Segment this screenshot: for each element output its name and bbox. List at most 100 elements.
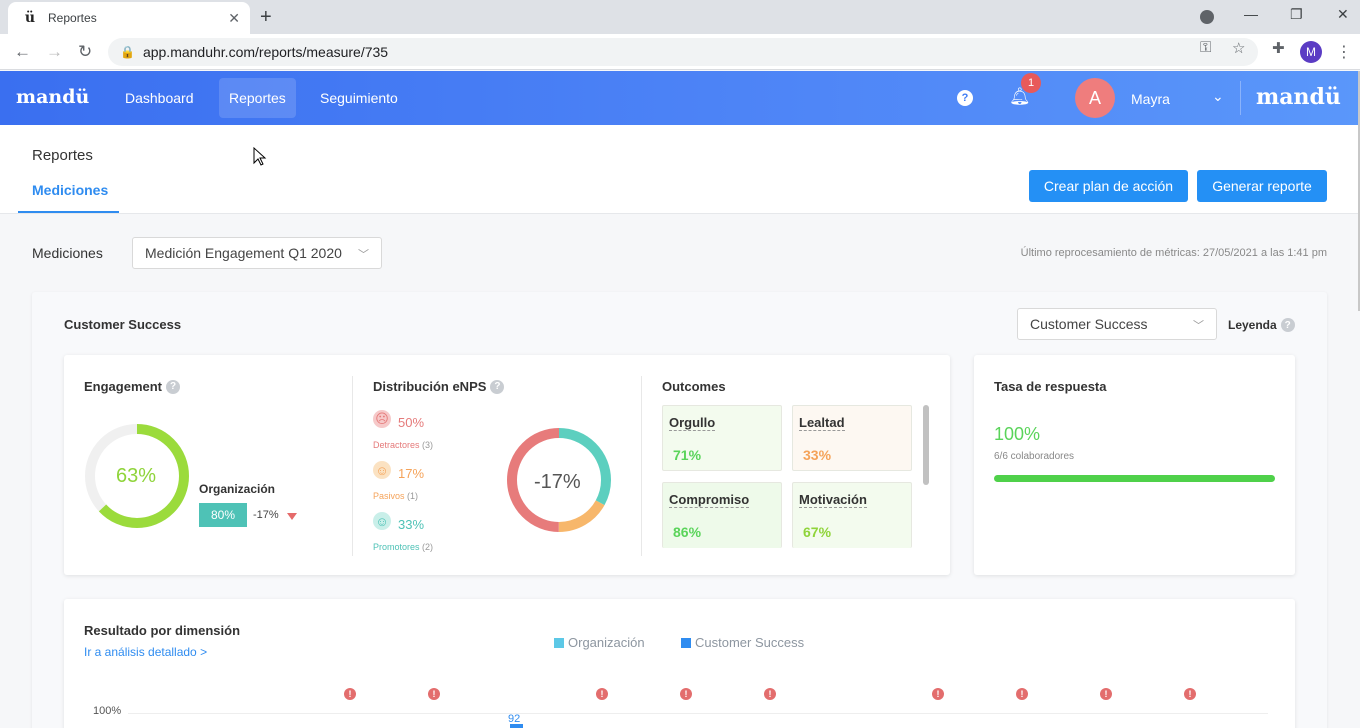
promoters-pct: 33% xyxy=(398,517,425,532)
legend-organizacion[interactable]: Organización xyxy=(554,635,645,650)
menu-icon[interactable]: ⋮ xyxy=(1336,44,1352,61)
gridline xyxy=(128,713,1268,714)
help-icon[interactable]: ? xyxy=(957,90,973,106)
nav-seguimiento[interactable]: Seguimiento xyxy=(320,90,398,106)
warning-icon[interactable]: ! xyxy=(1016,688,1028,700)
legend-swatch xyxy=(554,637,564,648)
browser-tab[interactable]: ü Reportes ✕ xyxy=(8,2,250,34)
outcome-name: Compromiso xyxy=(669,492,750,508)
legend-swatch xyxy=(681,637,691,648)
warning-icon[interactable]: ! xyxy=(1100,688,1112,700)
enps-donut xyxy=(507,428,611,532)
outcome-name: Motivación xyxy=(799,492,867,508)
passives-label: Pasivos (1) xyxy=(373,491,419,501)
team-select[interactable]: Customer Success ﹀ xyxy=(1017,308,1217,340)
response-rate-card xyxy=(974,355,1295,575)
legend-label: Customer Success xyxy=(695,635,805,650)
detractors-pct: 50% xyxy=(398,415,425,430)
logo[interactable]: mandü xyxy=(16,86,90,108)
neutral-face-icon: ☺ xyxy=(373,461,391,479)
outcomes-scrollbar[interactable] xyxy=(923,405,929,485)
outcome-lealtad[interactable]: Lealtad 33% xyxy=(792,405,912,471)
chrome-account-icon[interactable] xyxy=(1200,10,1214,24)
engagement-title: Engagement ? xyxy=(84,379,181,394)
passives-pct: 17% xyxy=(398,466,425,481)
org-label: Organización xyxy=(199,482,276,496)
help-icon[interactable]: ? xyxy=(166,379,181,394)
measure-select[interactable]: Medición Engagement Q1 2020 ﹀ xyxy=(132,237,382,269)
lock-icon: 🔒 xyxy=(120,45,135,59)
outcomes-title: Outcomes xyxy=(662,379,726,394)
engagement-arc xyxy=(85,424,189,528)
page-scrollbar[interactable] xyxy=(1358,71,1360,311)
team-title: Customer Success xyxy=(64,317,182,332)
forward-icon[interactable]: → xyxy=(46,42,63,61)
enps-center-value: -17% xyxy=(534,471,581,493)
warning-icon[interactable]: ! xyxy=(680,688,692,700)
promoters-label: Promotores (2) xyxy=(373,542,434,552)
warning-icon[interactable]: ! xyxy=(428,688,440,700)
help-icon[interactable]: ? xyxy=(490,379,505,394)
happy-face-icon: ☺ xyxy=(373,512,391,530)
engagement-value: 63% xyxy=(116,465,157,487)
extensions-icon[interactable]: ✚ xyxy=(1272,40,1285,57)
warning-icon[interactable]: ! xyxy=(1184,688,1196,700)
response-rate-sub: 6/6 colaboradores xyxy=(994,451,1075,462)
chevron-down-icon: ﹀ xyxy=(358,249,369,261)
warning-icon[interactable]: ! xyxy=(932,688,944,700)
bar-value-label: 92 xyxy=(508,713,521,725)
reload-icon[interactable]: ↻ xyxy=(78,42,93,61)
page-header: Reportes Mediciones Crear plan de acción… xyxy=(0,125,1358,214)
enps-title: Distribución eNPS ? xyxy=(373,379,505,394)
response-rate-title: Tasa de respuesta xyxy=(994,379,1107,394)
restore-icon[interactable]: ❐ xyxy=(1290,6,1303,22)
enps-title-text: Distribución eNPS xyxy=(373,379,487,394)
brand-logo: mandü xyxy=(1256,84,1341,110)
favicon-icon: ü xyxy=(24,10,36,26)
org-delta: -17% xyxy=(253,509,279,521)
bar[interactable] xyxy=(510,724,523,728)
legend-label: Leyenda xyxy=(1228,318,1277,332)
enps-segment-passives xyxy=(507,428,611,532)
app-header: mandü Dashboard Reportes Seguimiento ? 🔔… xyxy=(0,71,1360,125)
response-rate-progress xyxy=(994,475,1275,482)
mouse-cursor-icon xyxy=(253,147,267,166)
legend-customer-success[interactable]: Customer Success xyxy=(681,635,804,650)
legend-toggle[interactable]: Leyenda ? xyxy=(1228,318,1295,332)
generate-report-button[interactable]: Generar reporte xyxy=(1197,170,1327,202)
response-rate-value: 100% xyxy=(994,424,1041,444)
address-bar[interactable]: 🔒 app.manduhr.com/reports/measure/735 xyxy=(108,38,1258,66)
divider xyxy=(1240,81,1241,115)
org-value-badge: 80% xyxy=(199,503,247,527)
close-icon[interactable]: ✕ xyxy=(228,9,240,26)
tab-mediciones[interactable]: Mediciones xyxy=(32,182,109,198)
notification-badge: 1 xyxy=(1021,73,1041,93)
key-icon[interactable]: ⚿ xyxy=(1200,39,1212,56)
avatar[interactable]: A xyxy=(1075,78,1115,118)
warning-icon[interactable]: ! xyxy=(764,688,776,700)
help-icon[interactable]: ? xyxy=(1280,318,1295,332)
new-tab-icon[interactable]: + xyxy=(260,6,272,28)
create-action-plan-button[interactable]: Crear plan de acción xyxy=(1029,170,1188,202)
profile-avatar[interactable]: M xyxy=(1300,41,1322,63)
tab-title: Reportes xyxy=(48,11,97,25)
detractors-label: Detractores (3) xyxy=(373,440,434,450)
back-icon[interactable]: ← xyxy=(14,42,31,61)
chevron-down-icon[interactable]: ⌄ xyxy=(1212,88,1224,104)
outcome-name: Orgullo xyxy=(669,415,716,431)
user-name[interactable]: Mayra xyxy=(1131,91,1170,107)
nav-reportes[interactable]: Reportes xyxy=(219,78,296,118)
outcome-orgullo[interactable]: Orgullo 71% xyxy=(662,405,782,471)
team-select-value: Customer Success xyxy=(1030,316,1148,332)
star-icon[interactable]: ☆ xyxy=(1232,40,1246,57)
outcome-compromiso[interactable]: Compromiso 86% xyxy=(662,482,782,548)
warning-icon[interactable]: ! xyxy=(344,688,356,700)
outcome-motivacion[interactable]: Motivación 67% xyxy=(792,482,912,548)
window-close-icon[interactable]: ✕ xyxy=(1337,6,1349,22)
nav-dashboard[interactable]: Dashboard xyxy=(125,90,194,106)
warning-icon[interactable]: ! xyxy=(596,688,608,700)
detailed-analysis-link[interactable]: Ir a análisis detallado > xyxy=(84,645,208,659)
url-text: app.manduhr.com/reports/measure/735 xyxy=(142,44,389,60)
minimize-icon[interactable]: — xyxy=(1244,6,1258,22)
y-axis-tick: 100% xyxy=(93,705,122,717)
